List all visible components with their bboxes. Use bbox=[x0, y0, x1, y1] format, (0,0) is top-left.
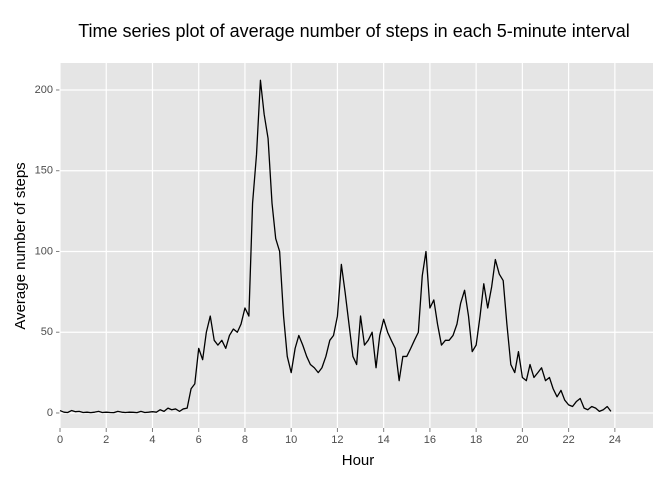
x-axis-label: Hour bbox=[342, 452, 375, 469]
y-tick-label: 200 bbox=[35, 84, 53, 96]
x-tick-label: 2 bbox=[103, 434, 109, 446]
plot-panel bbox=[60, 63, 653, 428]
x-tick-label: 14 bbox=[378, 434, 390, 446]
x-tick-label: 10 bbox=[285, 434, 297, 446]
y-tick-label: 100 bbox=[35, 245, 53, 257]
x-tick-label: 0 bbox=[57, 434, 63, 446]
chart-title: Time series plot of average number of st… bbox=[78, 21, 630, 41]
y-axis-label: Average number of steps bbox=[12, 162, 29, 329]
x-tick-label: 6 bbox=[196, 434, 202, 446]
x-tick-label: 20 bbox=[516, 434, 528, 446]
x-tick-label: 8 bbox=[242, 434, 248, 446]
x-tick-label: 4 bbox=[149, 434, 155, 446]
y-tick-label: 0 bbox=[47, 407, 53, 419]
x-tick-label: 24 bbox=[609, 434, 621, 446]
y-tick-label: 150 bbox=[35, 165, 53, 177]
data-line bbox=[59, 79, 612, 414]
x-tick-label: 18 bbox=[470, 434, 482, 446]
y-tick-label: 50 bbox=[41, 326, 53, 338]
x-tick-label: 16 bbox=[424, 434, 436, 446]
x-tick-label: 22 bbox=[562, 434, 574, 446]
x-tick-label: 12 bbox=[331, 434, 343, 446]
